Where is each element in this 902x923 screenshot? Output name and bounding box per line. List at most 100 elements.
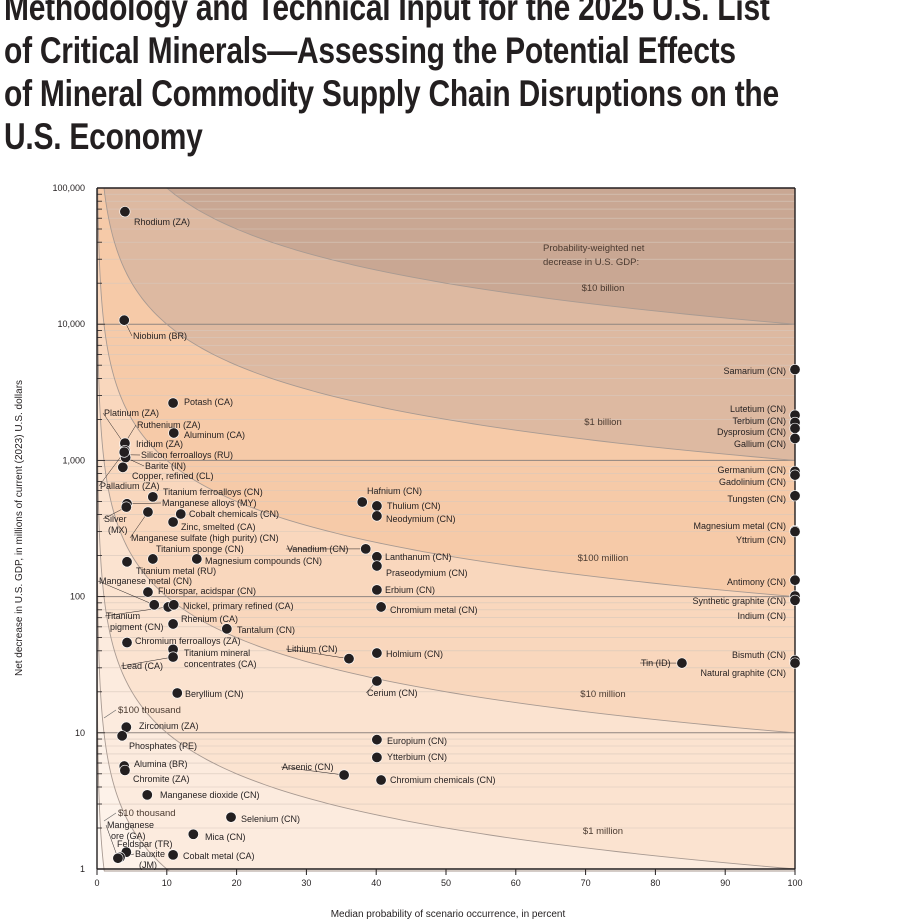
data-point xyxy=(147,491,159,503)
title-line: of Mineral Commodity Supply Chain Disrup… xyxy=(4,73,779,114)
axis-ticks: 0 10 20 30 40 50 60 70 80 90 1001101001,00010,0001… xyxy=(52,183,802,888)
point-label: Phosphates (PE) xyxy=(129,741,197,751)
point-label: Samarium (CN) xyxy=(723,366,786,376)
point-label: Natural graphite (CN) xyxy=(700,668,786,678)
point-label: Chromite (ZA) xyxy=(133,774,190,784)
leader-line xyxy=(280,766,345,776)
point-label: Nickel, primary refined (CA) xyxy=(183,601,294,611)
data-point xyxy=(789,657,801,669)
data-point xyxy=(142,506,154,518)
point-label: Silicon ferroalloys (RU) xyxy=(141,450,233,460)
point-label: Gadolinium (CN) xyxy=(719,477,786,487)
y-tick-label: 1 xyxy=(80,864,85,874)
point-label: Niobium (BR) xyxy=(133,331,187,341)
point-label: Antimony (CN) xyxy=(727,577,786,587)
data-point xyxy=(789,574,801,586)
point-label: Iridium (ZA) xyxy=(136,439,183,449)
point-label: Ytterbium (CN) xyxy=(387,752,447,762)
point-label: Tantalum (CN) xyxy=(237,625,295,635)
data-point xyxy=(171,687,183,699)
data-point xyxy=(343,653,355,665)
point-label: Europium (CN) xyxy=(387,736,447,746)
data-point xyxy=(789,363,801,375)
contour-labels: Probability-weighted net decrease in U.S.… xyxy=(103,243,645,837)
x-tick-label: 60 xyxy=(511,878,521,888)
title-line: of Critical Minerals—Assessing the Poten… xyxy=(4,30,736,71)
point-label: Cobalt metal (CA) xyxy=(183,851,255,861)
contour-legend-title: Probability-weighted net decrease in U.S.… xyxy=(543,243,645,268)
data-point xyxy=(118,446,130,458)
point-label: Lithium (CN) xyxy=(287,644,338,654)
point-label: Lutetium (CN) xyxy=(730,404,786,414)
data-point xyxy=(221,623,233,635)
point-label: Bismuth (CN) xyxy=(732,650,786,660)
point-label: Thulium (CN) xyxy=(387,501,441,511)
data-point xyxy=(375,601,387,613)
data-point xyxy=(371,647,383,659)
data-point xyxy=(225,811,237,823)
leader-line xyxy=(98,451,125,487)
point-label: Cobalt chemicals (CN) xyxy=(189,509,279,519)
point-label: Fluorspar, acidspar (CN) xyxy=(158,586,256,596)
point-label: Potash (CA) xyxy=(184,397,233,407)
y-tick-label: 100,000 xyxy=(52,183,85,193)
data-point xyxy=(112,852,124,864)
y-tick-label: 1,000 xyxy=(62,455,85,465)
point-label: Manganese metal (CN) xyxy=(99,576,192,586)
point-label: Neodymium (CN) xyxy=(386,514,456,524)
y-axis-label: Net decrease in U.S. GDP, in millions of… xyxy=(14,380,25,676)
point-label: Magnesium metal (CN) xyxy=(693,521,786,531)
point-label: Magnesium compounds (CN) xyxy=(205,556,322,566)
point-label: Manganese dioxide (CN) xyxy=(160,790,260,800)
data-point xyxy=(789,432,801,444)
point-label: Gallium (CN) xyxy=(734,439,786,449)
x-tick-label: 90 xyxy=(720,878,730,888)
point-label: Manganese alloys (MY) xyxy=(162,498,257,508)
point-label: Tin (ID) xyxy=(641,658,671,668)
data-point xyxy=(356,496,368,508)
point-label: Chromium chemicals (CN) xyxy=(390,775,496,785)
point-label: Silver (MX) xyxy=(104,514,128,535)
point-label: Barite (IN) xyxy=(145,461,186,471)
data-point xyxy=(371,560,383,572)
data-point xyxy=(187,828,199,840)
point-labels: Rhodium (ZA) Niobium (BR) Potash (CA) Alumi… xyxy=(99,217,786,870)
point-label: Titanium sponge (CN) xyxy=(156,544,244,554)
document-title: Methodology and Technical Input for the … xyxy=(4,0,895,158)
leader-line xyxy=(120,656,174,667)
data-point xyxy=(371,510,383,522)
data-point xyxy=(147,553,159,565)
data-point xyxy=(789,490,801,502)
x-tick-label: 100 xyxy=(787,878,802,888)
leader-line xyxy=(97,580,155,606)
data-point xyxy=(167,651,179,663)
data-point xyxy=(789,469,801,481)
point-label: Palladium (ZA) xyxy=(100,481,160,491)
data-point xyxy=(371,751,383,763)
band-region xyxy=(97,188,795,869)
contour-bands xyxy=(97,188,795,871)
point-label: Arsenic (CN) xyxy=(282,762,334,772)
title-line: Methodology and Technical Input for the … xyxy=(4,0,770,28)
point-label: Ruthenium (ZA) xyxy=(137,420,201,430)
data-point xyxy=(167,849,179,861)
data-point xyxy=(371,500,383,512)
data-point xyxy=(338,769,350,781)
leader-line xyxy=(127,502,162,505)
data-point xyxy=(119,206,131,218)
contour-label: $10 thousand xyxy=(118,808,176,819)
data-point xyxy=(375,774,387,786)
contour-label: $100 thousand xyxy=(118,705,181,716)
point-label: Bauxite (JM) xyxy=(135,849,165,870)
data-point xyxy=(121,556,133,568)
point-label: Germanium (CN) xyxy=(717,465,786,475)
point-label: Manganese ore (GA) xyxy=(107,820,154,841)
point-label: Terbium (CN) xyxy=(732,416,786,426)
point-label: Hafnium (CN) xyxy=(367,486,422,496)
leader-line xyxy=(103,709,117,719)
point-label: Feldspar (TR) xyxy=(117,839,173,849)
point-label: Copper, refined (CL) xyxy=(132,471,214,481)
data-point xyxy=(120,501,132,513)
data-point xyxy=(167,618,179,630)
